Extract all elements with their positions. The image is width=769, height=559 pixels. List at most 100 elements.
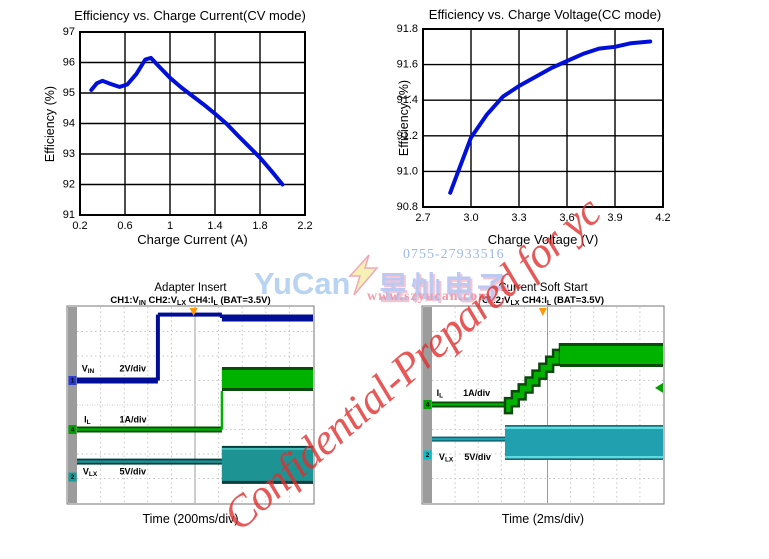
trace-VIN xyxy=(221,314,313,322)
channel-marker-number: 4 xyxy=(71,427,75,434)
y-axis-label-efficiency-cv: Efficiency (%) xyxy=(43,85,57,163)
channel-marker-icon xyxy=(68,376,77,385)
trace-step xyxy=(220,391,224,430)
trigger-marker-icon xyxy=(538,308,547,316)
trace-IL-band-core xyxy=(560,346,663,364)
trigger-marker-icon xyxy=(189,308,198,316)
chart-title-cv-mode: Efficiency vs. Charge Current(CV mode) xyxy=(74,8,306,23)
subtitle-text: CH4:I xyxy=(186,295,214,306)
channel-label: IL xyxy=(437,388,444,399)
trace-highlight xyxy=(505,455,663,459)
y-tick-label: 95 xyxy=(63,87,75,99)
channel-marker-number: 2 xyxy=(71,474,75,481)
y-tick-label: 91.8 xyxy=(397,23,418,35)
x-tick-label: 4.2 xyxy=(655,212,670,224)
time-per-div-label-right: Time (2ms/div) xyxy=(501,512,585,526)
channel-label: VLX xyxy=(439,452,454,463)
watermark-website: www.szyucan.com xyxy=(367,289,491,304)
channel-marker-icon xyxy=(68,425,77,434)
x-axis-label-charge-voltage: Charge Voltage (V) xyxy=(487,232,599,247)
y-tick-label: 91.4 xyxy=(397,94,418,106)
y-tick-label: 97 xyxy=(63,26,75,38)
trace-IL-band-core xyxy=(221,370,313,388)
scope-current_soft_start: IL 1A/div VLX 5V/div 4 2 xyxy=(421,305,665,505)
channel-scale-label: 2V/div xyxy=(119,363,146,373)
efficiency-curve-cv_mode xyxy=(89,55,285,187)
time-per-div-label-left: Time (200ms/div) xyxy=(142,512,239,526)
channel-marker-number: 4 xyxy=(426,402,430,409)
x-tick-label: 3.3 xyxy=(511,212,526,224)
scope-title-adapter-insert: Adapter Insert xyxy=(154,282,227,294)
x-tick-label: 2.2 xyxy=(297,220,312,232)
y-tick-label: 91.6 xyxy=(397,59,418,71)
channel-marker-number: 1 xyxy=(71,378,75,385)
efficiency-curve-cc_mode xyxy=(448,39,653,195)
channel-label: VLX xyxy=(83,467,98,478)
plot-frame xyxy=(422,28,664,208)
x-axis-label-charge-current: Charge Current (A) xyxy=(137,232,248,247)
x-tick-label: 0.6 xyxy=(117,220,132,232)
right-edge-arrow-icon xyxy=(655,382,663,393)
x-tick-label: 3.0 xyxy=(463,212,478,224)
subtitle-subscript: L xyxy=(213,300,218,307)
y-tick-label: 96 xyxy=(63,57,75,69)
trace-IL-core xyxy=(77,428,222,431)
subtitle-text: CH4:I xyxy=(519,295,547,306)
trace-VIN xyxy=(157,312,222,317)
plot-frame xyxy=(79,31,306,216)
subtitle-text: (BAT=3.5V) xyxy=(217,295,271,306)
trace-VLX-band-core xyxy=(221,448,313,481)
lightning-bolt-icon xyxy=(347,254,379,301)
trace-highlight xyxy=(505,426,663,430)
channel-scale-label: 1A/div xyxy=(119,415,146,425)
y-tick-label: 92 xyxy=(63,179,75,191)
trace-IL-core xyxy=(432,403,505,406)
x-tick-label: 1.8 xyxy=(252,220,267,232)
scope-left-strip xyxy=(68,307,77,503)
x-tick-label: 3.6 xyxy=(559,212,574,224)
watermark-phone-number: 0755-27933516 xyxy=(403,247,505,262)
y-tick-label: 94 xyxy=(63,118,75,130)
y-tick-label: 91.2 xyxy=(397,130,418,142)
watermark-brand-chinese: 昱灿电子 xyxy=(378,271,510,306)
watermark-brand-name: YuCan xyxy=(254,266,351,301)
trace-VLX-core xyxy=(77,460,222,463)
trace-VLX-core xyxy=(432,437,505,441)
scope-title-current-soft-start: Current Soft Start xyxy=(498,282,588,294)
trace-VIN xyxy=(77,377,158,384)
trace-highlight xyxy=(221,447,313,450)
subtitle-text: CH2:V xyxy=(145,295,178,306)
subtitle-text: CH1:V xyxy=(110,295,139,306)
channel-marker-number: 2 xyxy=(426,452,430,459)
subtitle-subscript: LX xyxy=(177,300,186,307)
x-tick-label: 0.2 xyxy=(72,220,87,232)
x-tick-label: 2.7 xyxy=(415,212,430,224)
scope-subtitle-current-soft-start: CH2:VLX CH4:IL (BAT=3.5V) xyxy=(398,295,688,307)
trace-VLX-band-core xyxy=(505,429,663,456)
x-tick-label: 1.4 xyxy=(207,220,222,232)
trace-step xyxy=(155,314,160,381)
channel-marker-icon xyxy=(423,450,432,460)
channel-scale-label: 1A/div xyxy=(463,388,490,398)
subtitle-text: CH2:V xyxy=(481,295,511,306)
scope-subtitle-adapter-insert: CH1:VIN CH2:VLX CH4:IL (BAT=3.5V) xyxy=(43,295,338,307)
y-axis-label-efficiency-cc: Efficiency (%) xyxy=(397,79,411,157)
channel-label: IL xyxy=(84,415,91,426)
chart-title-cc-mode: Efficiency vs. Charge Voltage(CC mode) xyxy=(428,7,662,22)
channel-label: VIN xyxy=(82,363,95,374)
channel-scale-label: 5V/div xyxy=(464,452,491,462)
subtitle-subscript: LX xyxy=(510,300,520,307)
chart-cc_mode: 91.8 91.6 91.4 91.2 91.0 90.82.7 3.0 3.3 3.6 3.9 4… xyxy=(397,23,671,224)
subtitle-subscript: IN xyxy=(138,300,146,307)
y-tick-label: 90.8 xyxy=(397,201,418,213)
y-tick-label: 91 xyxy=(63,209,75,221)
x-tick-label: 1 xyxy=(167,220,173,232)
chart-cv_mode: 97 96 95 94 93 92 910.2 0.6 1 1.4 1.8 2.2 xyxy=(63,26,313,232)
scope-adapter_insert: VIN 2V/div IL 1A/div VLX 5V/div 1 4 2 xyxy=(66,305,315,505)
channel-marker-icon xyxy=(68,472,77,482)
subtitle-text: (BAT=3.5V) xyxy=(551,295,605,306)
subtitle-subscript: L xyxy=(546,300,552,307)
y-tick-label: 93 xyxy=(63,148,75,160)
